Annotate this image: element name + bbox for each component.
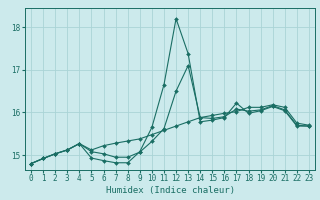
X-axis label: Humidex (Indice chaleur): Humidex (Indice chaleur): [106, 186, 235, 195]
